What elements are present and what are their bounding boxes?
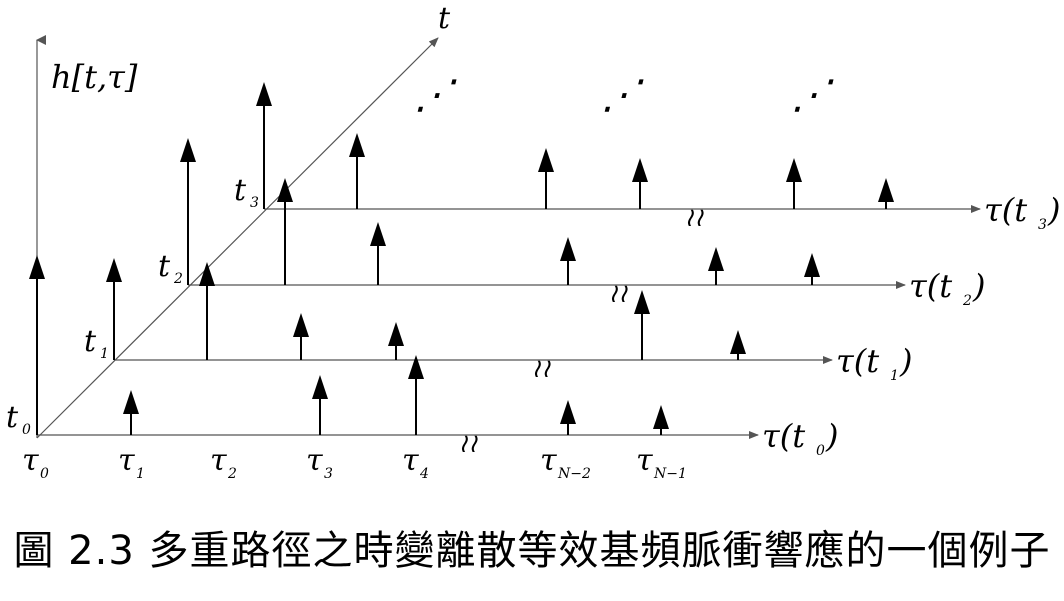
- svg-text:4: 4: [419, 466, 429, 482]
- svg-text:τ(t: τ(t: [984, 191, 1027, 229]
- svg-text:τ(t: τ(t: [762, 417, 805, 455]
- svg-text:3: 3: [1038, 217, 1047, 233]
- figure-caption: 圖 2.3 多重路徑之時變離散等效基頻脈衝響應的一個例子: [13, 528, 1051, 574]
- tau-label-2: τ 2: [210, 443, 237, 482]
- svg-text:3: 3: [324, 466, 333, 482]
- svg-text:τ: τ: [540, 443, 557, 478]
- time-label-t1: t 1: [84, 324, 109, 362]
- svg-text:t: t: [6, 400, 19, 435]
- svg-text:τ: τ: [306, 443, 323, 478]
- svg-text:N−2: N−2: [557, 466, 591, 482]
- impulse-arrow: [878, 178, 894, 209]
- svg-text:): ): [972, 267, 985, 305]
- impulse-arrow: [180, 138, 196, 285]
- svg-text:1: 1: [890, 368, 899, 384]
- impulse-arrow: [29, 255, 45, 435]
- svg-text:2: 2: [173, 271, 183, 287]
- time-axis: [36, 37, 439, 439]
- impulse-arrow: [560, 400, 576, 435]
- vertical-axis-label: h[t,τ]: [51, 58, 138, 96]
- impulse-arrow: [256, 82, 272, 209]
- impulse-arrow: [708, 247, 724, 285]
- svg-text:τ: τ: [118, 443, 135, 478]
- delay-axis-label-t1: τ(t 1 ): [836, 342, 912, 384]
- time-label-t3: t 3: [234, 173, 259, 211]
- diagonal-axis-label: t: [438, 1, 451, 36]
- tau-label-0: τ 0: [22, 443, 49, 482]
- impulse-arrow: [106, 258, 122, 360]
- svg-text:): ): [825, 417, 838, 455]
- break-mark-t0: ≀≀: [458, 429, 478, 459]
- impulse-arrow: [632, 158, 648, 209]
- delay-axis-label-t3: τ(t 3 ): [984, 191, 1060, 233]
- tau-label-3: τ 3: [306, 443, 333, 482]
- ellipsis-2: ⋰: [601, 72, 644, 118]
- delay-axis-label-t0: τ(t 0 ): [762, 417, 838, 459]
- svg-text:τ: τ: [22, 443, 39, 478]
- impulse-arrow: [730, 330, 746, 360]
- impulse-arrow: [786, 158, 802, 209]
- tau-label-4: τ 4: [402, 443, 429, 482]
- time-label-t2: t 2: [158, 249, 183, 287]
- impulse-arrow: [123, 390, 139, 435]
- impulse-arrow: [804, 253, 820, 285]
- ellipsis-3: ⋰: [791, 72, 834, 118]
- svg-text:τ: τ: [402, 443, 419, 478]
- svg-text:t: t: [158, 249, 171, 284]
- impulse-arrow: [199, 262, 215, 360]
- svg-text:τ: τ: [210, 443, 227, 478]
- tau-label-1: τ 1: [118, 443, 145, 482]
- impulse-arrow: [560, 237, 576, 285]
- svg-text:N−1: N−1: [653, 466, 687, 482]
- svg-text:τ: τ: [636, 443, 653, 478]
- svg-text:τ(t: τ(t: [909, 267, 952, 305]
- break-mark-t1: ≀≀: [531, 354, 551, 384]
- break-mark-t2: ≀≀: [608, 279, 628, 309]
- impulse-arrow: [634, 290, 650, 360]
- ellipsis-1: ⋰: [414, 72, 457, 118]
- impulse-arrow: [653, 405, 669, 435]
- svg-text:τ(t: τ(t: [836, 342, 879, 380]
- impulse-arrow: [312, 375, 328, 435]
- svg-text:2: 2: [962, 293, 972, 309]
- impulse-arrow: [277, 178, 293, 285]
- delay-axis-label-t2: τ(t 2 ): [909, 267, 985, 309]
- impulse-arrow: [349, 133, 365, 209]
- tau-label-n-2: τ N−2: [540, 443, 591, 482]
- impulse-arrow: [408, 355, 424, 435]
- svg-text:3: 3: [250, 195, 259, 211]
- svg-text:0: 0: [816, 443, 825, 459]
- break-mark-t3: ≀≀: [684, 203, 704, 233]
- svg-text:2: 2: [227, 466, 237, 482]
- svg-text:t: t: [84, 324, 97, 359]
- svg-text:0: 0: [40, 466, 49, 482]
- svg-text:): ): [1047, 191, 1060, 229]
- impulse-arrow: [293, 313, 309, 360]
- impulse-arrow: [370, 222, 386, 285]
- time-label-t0: t 0: [6, 400, 31, 438]
- tau-label-n-1: τ N−1: [636, 443, 687, 482]
- svg-text:): ): [899, 342, 912, 380]
- impulse-arrow: [538, 148, 554, 209]
- svg-text:0: 0: [22, 422, 31, 438]
- svg-text:t: t: [234, 173, 247, 208]
- svg-text:1: 1: [136, 466, 145, 482]
- impulse-arrow: [388, 322, 404, 360]
- svg-text:1: 1: [100, 346, 109, 362]
